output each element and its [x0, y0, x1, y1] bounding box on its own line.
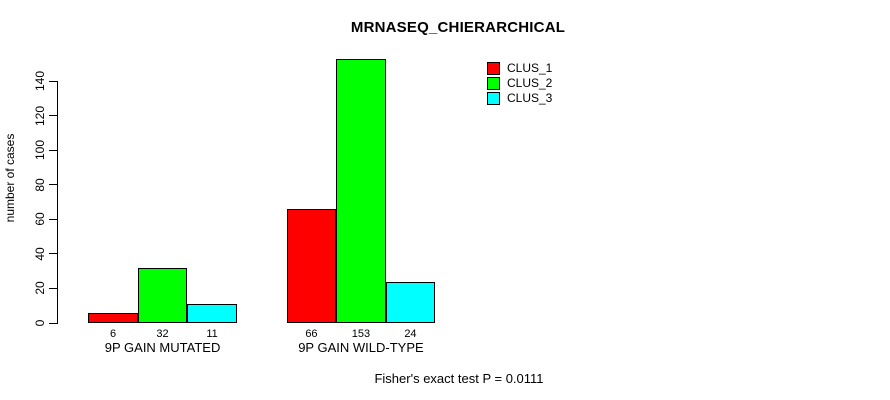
legend-item: CLUS_3 [487, 92, 552, 105]
x-category-label: 9P GAIN MUTATED [104, 340, 221, 355]
legend-swatch [487, 62, 500, 75]
y-tick-label: 40 [33, 247, 47, 261]
legend-item-label: CLUS_2 [507, 76, 553, 90]
bar-value-label: 32 [156, 328, 169, 340]
bar-clus_2 [336, 58, 386, 323]
y-tick-label: 60 [33, 212, 47, 226]
y-tick-mark [49, 218, 58, 220]
bar-value-label: 153 [351, 328, 371, 340]
y-axis-title: number of cases [3, 133, 17, 223]
annotation-text: Fisher's exact test P = 0.0111 [374, 371, 544, 386]
legend-item-label: CLUS_1 [507, 61, 553, 75]
legend: CLUS_1 CLUS_2 CLUS_3 [487, 62, 552, 107]
bar-clus_2 [137, 267, 188, 323]
y-tick-mark [49, 253, 58, 255]
y-tick-mark [49, 287, 58, 289]
y-tick-mark [49, 322, 58, 324]
x-category-label: 9P GAIN WILD-TYPE [298, 340, 424, 355]
y-tick-mark [49, 115, 58, 117]
y-tick-label: 100 [33, 140, 47, 161]
y-tick-label: 80 [33, 178, 47, 192]
y-tick-label: 120 [33, 105, 47, 126]
bar-value-label: 66 [305, 328, 318, 340]
y-tick-label: 0 [33, 319, 47, 327]
bar-clus_1 [88, 312, 138, 323]
chart-title: MRNASEQ_CHIERARCHICAL [350, 19, 566, 36]
y-tick-label: 20 [33, 281, 47, 296]
legend-item: CLUS_2 [487, 77, 552, 90]
y-tick-mark [49, 184, 58, 186]
legend-item: CLUS_1 [487, 62, 552, 75]
y-tick-mark [49, 80, 58, 82]
y-tick-label: 140 [33, 70, 47, 92]
bar-clus_3 [385, 281, 436, 323]
bar-clus_1 [286, 208, 337, 323]
bar-clus_3 [187, 303, 237, 323]
y-tick-mark [49, 149, 58, 151]
legend-swatch [487, 77, 500, 90]
legend-swatch [487, 92, 500, 105]
bar-value-label: 24 [404, 328, 417, 340]
y-axis-line [57, 81, 58, 324]
legend-item-label: CLUS_3 [507, 91, 553, 105]
bar-value-label: 6 [109, 328, 117, 340]
bar-value-label: 11 [206, 328, 218, 340]
